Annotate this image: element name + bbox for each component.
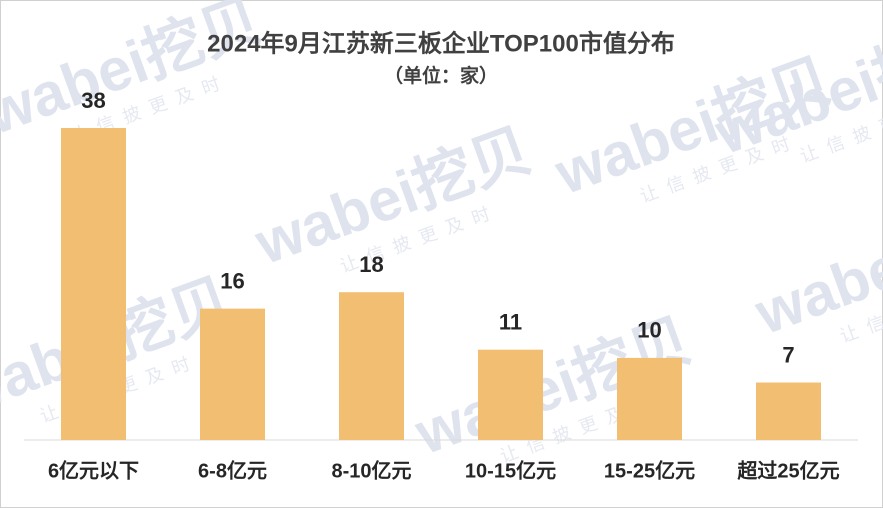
x-tick-label: 6-8亿元 xyxy=(198,458,267,482)
data-label: 11 xyxy=(499,309,522,334)
bar xyxy=(200,308,265,440)
bar xyxy=(61,128,126,440)
chart-subtitle: （单位：家） xyxy=(384,64,498,87)
x-tick-label: 8-10亿元 xyxy=(331,458,411,482)
x-tick-label: 15-25亿元 xyxy=(604,458,695,482)
data-label: 38 xyxy=(81,88,105,113)
chart-title: 2024年9月江苏新三板企业TOP100市值分布 xyxy=(207,29,675,57)
bar xyxy=(339,292,404,440)
bar xyxy=(478,349,543,440)
x-tick-label: 10-15亿元 xyxy=(465,458,556,482)
x-tick-label: 超过25亿元 xyxy=(736,458,839,482)
bar xyxy=(617,357,682,440)
data-label: 7 xyxy=(782,342,794,367)
data-label: 18 xyxy=(359,252,383,277)
x-tick-label: 6亿元以下 xyxy=(48,458,139,482)
bar xyxy=(756,382,821,440)
data-label: 16 xyxy=(220,268,244,293)
data-label: 10 xyxy=(637,318,661,343)
